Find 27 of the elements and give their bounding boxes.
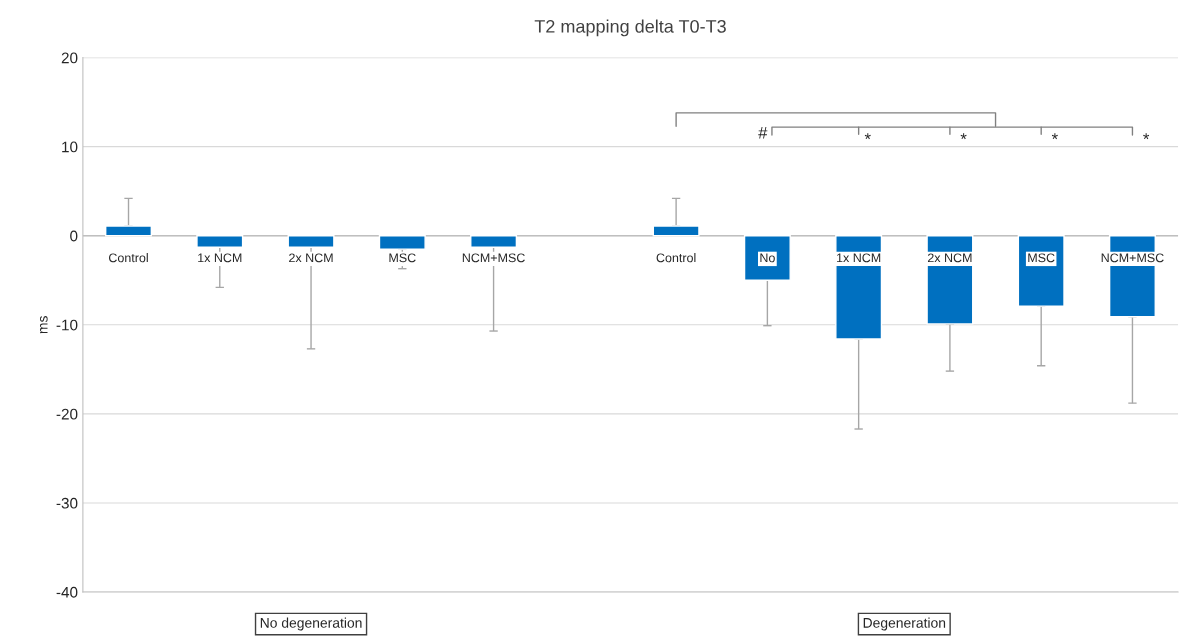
y-tick-label: -20 bbox=[56, 408, 78, 420]
x-tick-label: NCM+MSC bbox=[462, 253, 525, 263]
annotation: * bbox=[864, 133, 871, 140]
y-axis-title: ms bbox=[40, 316, 48, 334]
x-tick-label: 1x NCM bbox=[198, 253, 242, 263]
x-tick-label: MSC bbox=[389, 253, 416, 263]
x-tick-label: 2x NCM bbox=[927, 253, 972, 263]
annotation: * bbox=[960, 133, 967, 140]
y-tick-label: 10 bbox=[62, 141, 78, 153]
annotation: # bbox=[758, 127, 768, 139]
x-tick-label: NCM+MSC bbox=[1101, 253, 1164, 263]
x-tick-label: Control bbox=[109, 253, 148, 263]
x-tick-label: MSC bbox=[1028, 253, 1055, 263]
annotation: * bbox=[1051, 133, 1058, 140]
y-tick-label: -40 bbox=[56, 586, 78, 598]
y-tick-label: -10 bbox=[56, 319, 78, 331]
x-tick-label: No bbox=[760, 253, 775, 263]
y-tick-label: 20 bbox=[61, 52, 78, 64]
x-tick-label: 2x NCM bbox=[289, 253, 333, 263]
chart-title: T2 mapping delta T0-T3 bbox=[534, 19, 726, 37]
y-tick-label: -30 bbox=[56, 497, 78, 509]
x-tick-label: Control bbox=[656, 253, 696, 263]
text: No degeneration bbox=[260, 617, 362, 631]
annotation: * bbox=[1143, 133, 1150, 140]
x-tick-label: 1x NCM bbox=[837, 253, 881, 263]
text: Degeneration bbox=[863, 617, 946, 631]
y-tick-label: 0 bbox=[70, 230, 78, 242]
